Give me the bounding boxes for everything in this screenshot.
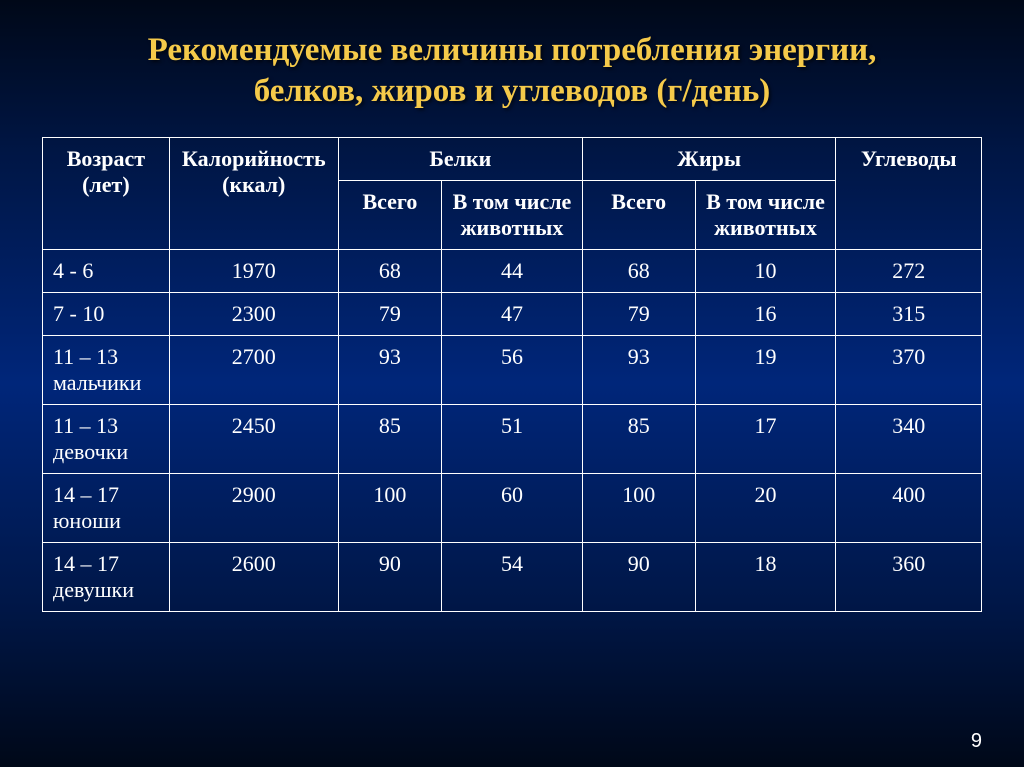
cell-p-anim: 44 (442, 249, 583, 292)
table-row: 11 – 13 девочки 2450 85 51 85 17 340 (43, 404, 982, 473)
cell-f-total: 90 (582, 542, 695, 611)
header-protein-total: Всего (338, 180, 441, 249)
cell-cal: 2450 (169, 404, 338, 473)
table-row: 4 - 6 1970 68 44 68 10 272 (43, 249, 982, 292)
header-cal: Калорийность (ккал) (169, 137, 338, 249)
title-line2: белков, жиров и углеводов (г/день) (254, 73, 771, 109)
cell-cal: 2900 (169, 473, 338, 542)
cell-f-anim: 10 (695, 249, 836, 292)
cell-p-total: 100 (338, 473, 441, 542)
cell-f-anim: 20 (695, 473, 836, 542)
cell-f-total: 68 (582, 249, 695, 292)
cell-carb: 400 (836, 473, 982, 542)
header-fat-total: Всего (582, 180, 695, 249)
cell-age: 11 – 13 девочки (43, 404, 170, 473)
cell-p-total: 93 (338, 335, 441, 404)
table-body: 4 - 6 1970 68 44 68 10 272 7 - 10 2300 7… (43, 249, 982, 611)
cell-p-anim: 60 (442, 473, 583, 542)
cell-age: 7 - 10 (43, 292, 170, 335)
slide-title: Рекомендуемые величины потребления энерг… (42, 30, 982, 113)
cell-f-anim: 19 (695, 335, 836, 404)
page-number: 9 (971, 730, 982, 753)
header-carb: Углеводы (836, 137, 982, 249)
header-fat-animal: В том числе животных (695, 180, 836, 249)
header-protein: Белки (338, 137, 582, 180)
title-line1: Рекомендуемые величины потребления энерг… (148, 32, 877, 68)
table-row: 14 – 17 юноши 2900 100 60 100 20 400 (43, 473, 982, 542)
cell-age: 14 – 17 юноши (43, 473, 170, 542)
cell-p-anim: 54 (442, 542, 583, 611)
cell-carb: 272 (836, 249, 982, 292)
cell-f-total: 85 (582, 404, 695, 473)
cell-p-total: 68 (338, 249, 441, 292)
cell-f-total: 100 (582, 473, 695, 542)
cell-cal: 2700 (169, 335, 338, 404)
cell-p-anim: 47 (442, 292, 583, 335)
cell-f-anim: 18 (695, 542, 836, 611)
header-age: Возраст (лет) (43, 137, 170, 249)
cell-p-total: 90 (338, 542, 441, 611)
table-row: 7 - 10 2300 79 47 79 16 315 (43, 292, 982, 335)
cell-p-anim: 51 (442, 404, 583, 473)
table-row: 14 – 17 девушки 2600 90 54 90 18 360 (43, 542, 982, 611)
cell-f-total: 79 (582, 292, 695, 335)
cell-f-anim: 16 (695, 292, 836, 335)
cell-f-anim: 17 (695, 404, 836, 473)
cell-cal: 2600 (169, 542, 338, 611)
cell-carb: 360 (836, 542, 982, 611)
cell-p-total: 85 (338, 404, 441, 473)
cell-cal: 1970 (169, 249, 338, 292)
header-protein-animal: В том числе животных (442, 180, 583, 249)
nutrition-table: Возраст (лет) Калорийность (ккал) Белки … (42, 137, 982, 612)
header-fat: Жиры (582, 137, 836, 180)
cell-age: 4 - 6 (43, 249, 170, 292)
cell-carb: 315 (836, 292, 982, 335)
cell-cal: 2300 (169, 292, 338, 335)
cell-carb: 340 (836, 404, 982, 473)
table-row: 11 – 13 мальчики 2700 93 56 93 19 370 (43, 335, 982, 404)
cell-age: 14 – 17 девушки (43, 542, 170, 611)
cell-p-total: 79 (338, 292, 441, 335)
header-row-1: Возраст (лет) Калорийность (ккал) Белки … (43, 137, 982, 180)
cell-p-anim: 56 (442, 335, 583, 404)
cell-f-total: 93 (582, 335, 695, 404)
cell-age: 11 – 13 мальчики (43, 335, 170, 404)
cell-carb: 370 (836, 335, 982, 404)
